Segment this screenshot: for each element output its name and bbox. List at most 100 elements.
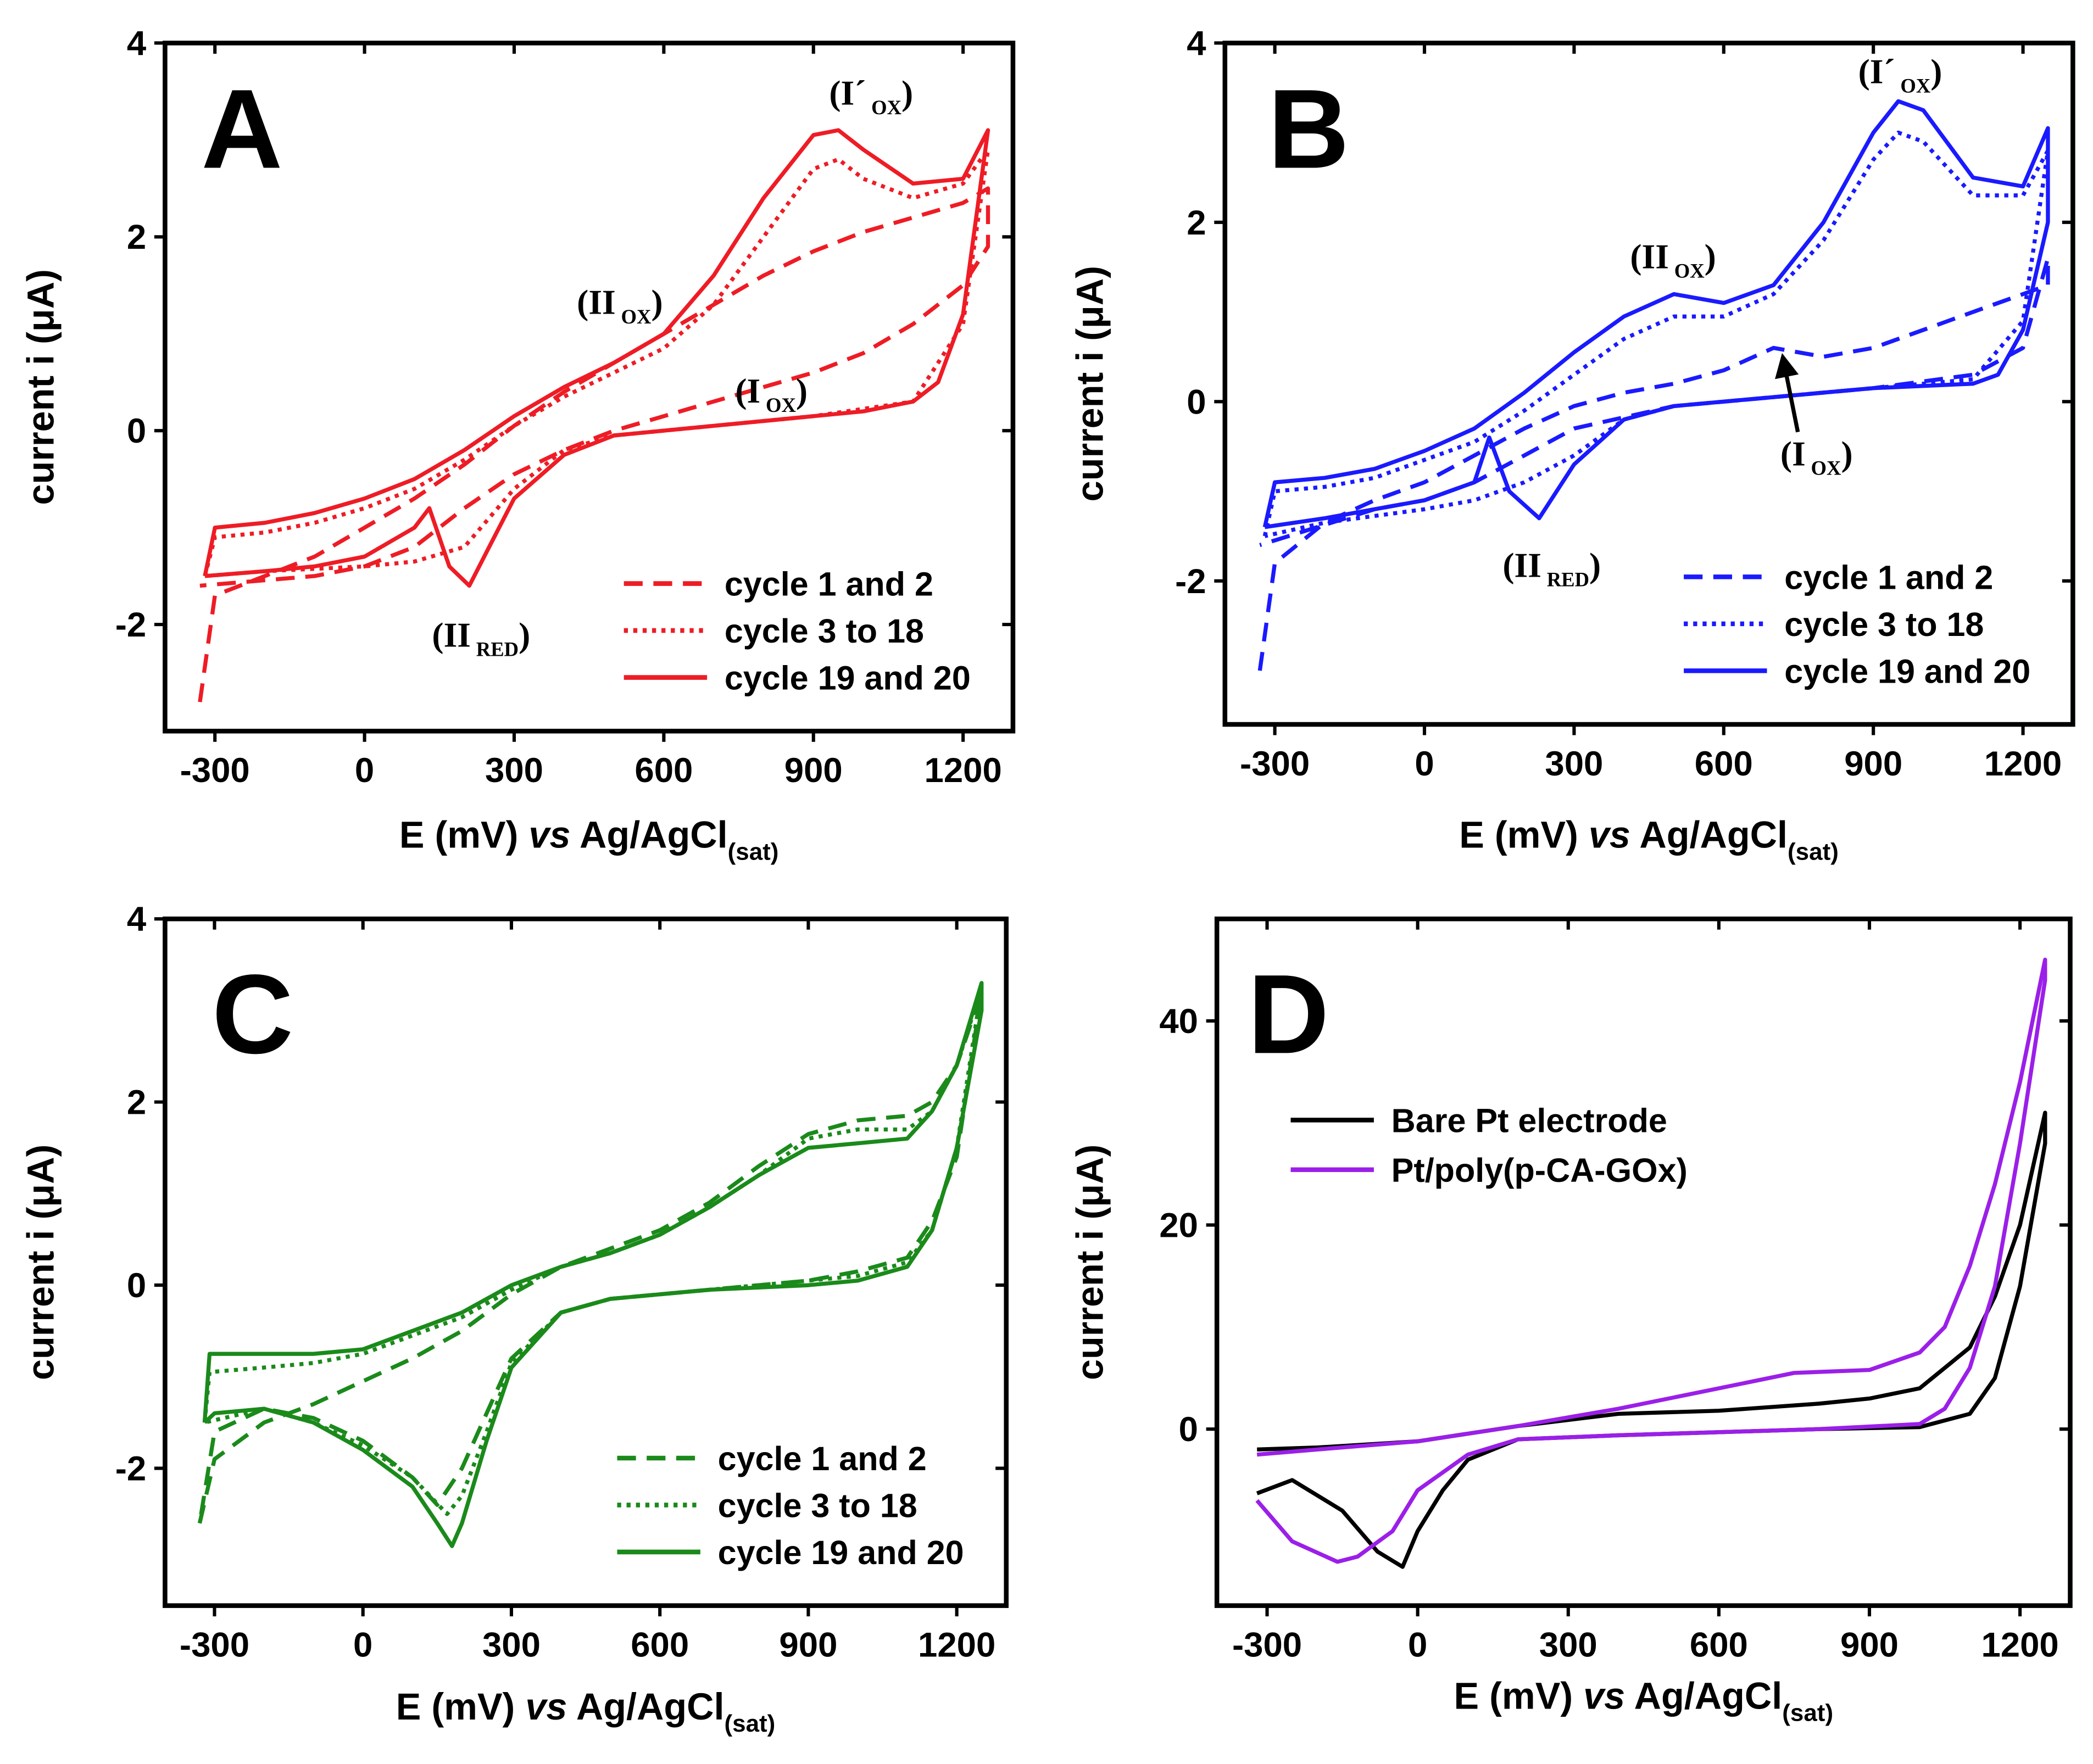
y-tick-label: 0	[127, 412, 146, 450]
legend-label: Pt/poly(p-CA-GOx)	[1391, 1152, 1688, 1189]
y-tick-label: 20	[1159, 1207, 1198, 1245]
cv-curve	[1256, 1110, 2047, 1569]
x-tick-label: -300	[1232, 1626, 1302, 1664]
x-tick-label: 900	[784, 751, 843, 790]
annotation: (I OX)	[735, 371, 808, 416]
cv-curve	[1262, 99, 2050, 529]
x-label-part: Ag/AgCl	[1630, 814, 1788, 856]
x-tick-label: 300	[482, 1626, 541, 1664]
legend-label: Bare Pt electrode	[1391, 1102, 1667, 1139]
y-axis-label: current i (μA)	[1070, 266, 1111, 501]
annotation-end: )	[796, 371, 808, 410]
panel-letter: D	[1248, 951, 1329, 1077]
annotation: (II RED)	[1502, 545, 1601, 590]
x-label-sub: (sat)	[1788, 839, 1839, 866]
plot-frame	[1222, 41, 2075, 727]
annotation-sub: OX	[1811, 457, 1841, 479]
cv-curve	[203, 128, 990, 588]
annotation-sub: OX	[1900, 75, 1930, 97]
annotation-sub: OX	[621, 305, 652, 328]
x-tick-label: 1200	[925, 751, 1002, 790]
x-tick-label: 900	[779, 1626, 837, 1664]
x-label-part: Ag/AgCl	[567, 1686, 724, 1728]
x-tick-label: 0	[1408, 1626, 1427, 1664]
x-tick-label: 300	[1545, 745, 1603, 783]
x-tick-label: 300	[1539, 1626, 1597, 1664]
legend-label: cycle 19 and 20	[1784, 652, 2030, 690]
x-tick-label: 600	[631, 1626, 689, 1664]
annotation-end: )	[1841, 434, 1853, 473]
annotation-sub: RED	[476, 638, 519, 660]
x-tick-label: -300	[180, 1626, 249, 1664]
y-tick-label: 0	[1179, 1410, 1198, 1449]
cv-curve	[1262, 130, 2050, 538]
legend-label: cycle 3 to 18	[1784, 606, 1984, 643]
x-tick-label: 0	[355, 751, 374, 790]
x-label-italic: vs	[1583, 1676, 1625, 1717]
annotation-main: (I	[735, 371, 760, 410]
annotation-main: (II	[577, 283, 616, 322]
annotation-main: (II	[1502, 545, 1541, 584]
x-label-part: E (mV)	[1459, 814, 1589, 856]
legend-label: cycle 3 to 18	[725, 612, 924, 650]
y-tick-label: -2	[115, 1450, 146, 1488]
legend-label: cycle 1 and 2	[718, 1440, 927, 1477]
cv-curve	[197, 990, 984, 1524]
annotation: (II OX)	[1630, 237, 1716, 282]
y-tick-label: 4	[127, 24, 146, 63]
annotation-main: (I´	[829, 74, 866, 113]
annotation: (II OX)	[577, 283, 663, 328]
y-tick-label: 0	[127, 1266, 146, 1305]
cv-curve	[202, 981, 984, 1548]
panel-letter: B	[1268, 66, 1349, 192]
x-label-sub: (sat)	[1782, 1700, 1833, 1727]
annotation-sub: OX	[1674, 260, 1705, 282]
x-axis-label: E (mV) vs Ag/AgCl(sat)	[399, 814, 779, 866]
annotation-sub: OX	[766, 394, 796, 416]
y-tick-label: 2	[127, 218, 146, 256]
annotation: (I´ OX)	[829, 74, 913, 119]
y-axis-label: current i (μA)	[1070, 1145, 1111, 1380]
x-tick-label: 1200	[1981, 1626, 2058, 1664]
x-tick-label: -300	[1240, 745, 1310, 783]
x-tick-label: 600	[1690, 1626, 1748, 1664]
x-label-part: Ag/AgCl	[571, 814, 728, 856]
x-tick-label: 300	[485, 751, 543, 790]
x-label-part: Ag/AgCl	[1625, 1676, 1782, 1717]
annotation-end: )	[901, 74, 913, 113]
annotation-main: (I´	[1858, 52, 1895, 91]
x-label-italic: vs	[528, 814, 570, 856]
annotation-sub: RED	[1547, 568, 1589, 590]
y-tick-label: 4	[127, 900, 146, 939]
panel-letter: C	[212, 951, 293, 1077]
x-tick-label: 1200	[918, 1626, 995, 1664]
x-axis-label: E (mV) vs Ag/AgCl(sat)	[1459, 814, 1839, 866]
annotation-end: )	[519, 615, 530, 654]
x-tick-label: 0	[1415, 745, 1434, 783]
x-tick-label: -300	[180, 751, 250, 790]
annotation-arrow	[1775, 353, 1800, 433]
legend-label: cycle 1 and 2	[1784, 559, 1993, 596]
annotation: (II RED)	[432, 615, 530, 660]
panel-letter: A	[201, 66, 282, 192]
annotation-end: )	[1705, 237, 1716, 276]
y-tick-label: 2	[1187, 204, 1206, 242]
x-tick-label: 1200	[1984, 745, 2062, 783]
x-tick-label: 0	[353, 1626, 372, 1664]
y-axis-label: current i (μA)	[20, 269, 62, 505]
annotation-end: )	[1930, 52, 1942, 91]
x-axis-label: E (mV) vs Ag/AgCl(sat)	[1454, 1676, 1834, 1727]
x-label-part: E (mV)	[399, 814, 529, 856]
plot-frame	[163, 916, 1009, 1608]
y-tick-label: -2	[115, 606, 146, 644]
cv-curve	[1255, 957, 2047, 1564]
x-label-italic: vs	[525, 1686, 567, 1728]
annotation-main: (II	[1630, 237, 1669, 276]
y-tick-label: 4	[1187, 24, 1206, 63]
